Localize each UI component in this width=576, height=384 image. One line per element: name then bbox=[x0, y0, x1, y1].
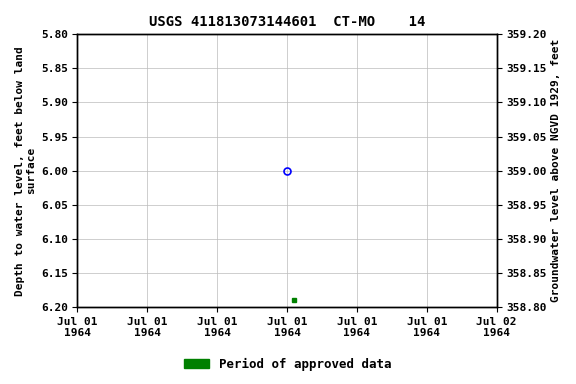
Title: USGS 411813073144601  CT-MO    14: USGS 411813073144601 CT-MO 14 bbox=[149, 15, 425, 29]
Y-axis label: Groundwater level above NGVD 1929, feet: Groundwater level above NGVD 1929, feet bbox=[551, 39, 561, 302]
Y-axis label: Depth to water level, feet below land
surface: Depth to water level, feet below land su… bbox=[15, 46, 37, 296]
Legend: Period of approved data: Period of approved data bbox=[179, 353, 397, 376]
